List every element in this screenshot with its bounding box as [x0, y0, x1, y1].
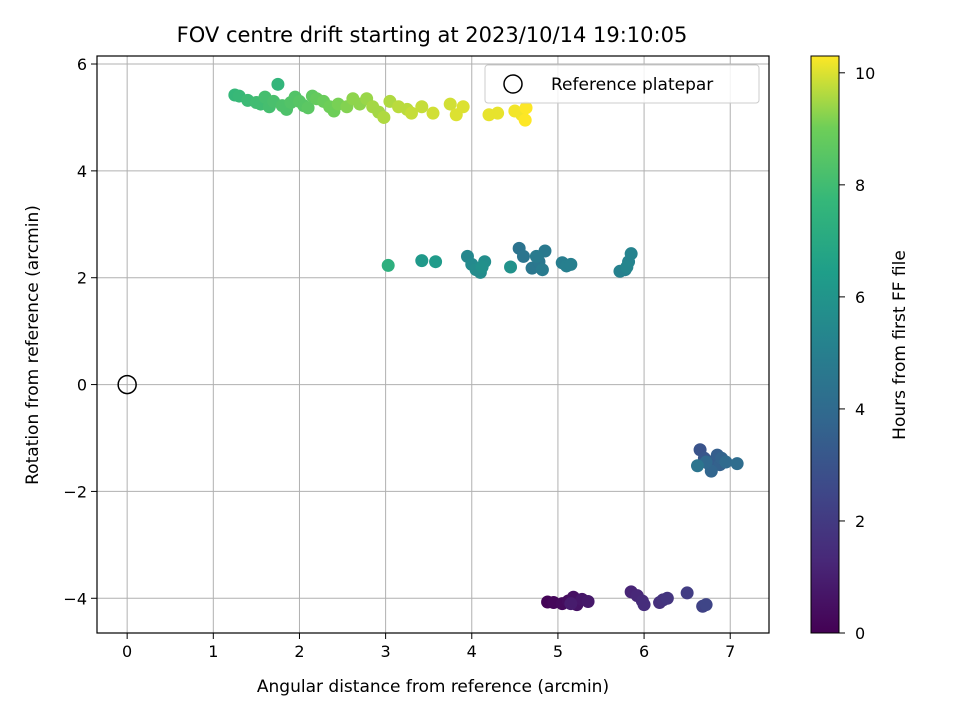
data-point	[699, 598, 713, 612]
reference-point-marker	[117, 374, 137, 395]
x-tick-label: 4	[467, 642, 477, 661]
data-point	[730, 457, 744, 471]
data-point	[443, 97, 457, 111]
x-tick-label: 1	[208, 642, 218, 661]
colorbar-gradient	[811, 56, 839, 633]
legend-entry-label: Reference platepar	[551, 75, 713, 95]
data-point	[381, 258, 395, 272]
grid-lines	[97, 56, 769, 633]
data-point	[456, 100, 470, 114]
data-point	[519, 101, 533, 115]
data-point	[271, 77, 285, 91]
x-axis-label: Angular distance from reference (arcmin)	[257, 677, 609, 697]
legend-marker-open-circle	[503, 74, 523, 94]
data-point	[301, 101, 315, 115]
y-axis-ticks: −4 −2 0 2 4 6	[63, 55, 97, 608]
data-point	[504, 260, 518, 274]
data-point	[690, 459, 704, 473]
colorbar-tick-label: 8	[855, 176, 865, 195]
data-point	[415, 254, 429, 268]
colorbar-tick-label: 0	[855, 624, 865, 643]
chart-title: FOV centre drift starting at 2023/10/14 …	[177, 23, 688, 47]
data-point	[377, 110, 391, 124]
colorbar-frame	[810, 55, 840, 634]
y-tick-label: 0	[77, 376, 87, 395]
data-point	[624, 247, 638, 261]
y-tick-label: −2	[63, 482, 87, 501]
x-tick-label: 6	[639, 642, 649, 661]
y-axis-label: Rotation from reference (arcmin)	[23, 205, 43, 485]
data-point	[564, 597, 578, 611]
data-point	[518, 113, 532, 127]
data-point	[564, 257, 578, 271]
x-tick-label: 7	[725, 642, 735, 661]
data-point	[620, 260, 634, 274]
plot-frame	[96, 55, 770, 634]
data-point	[535, 263, 549, 277]
colorbar: 0 2 4 6 8 10 Hours from first FF file	[810, 55, 910, 643]
colorbar-tick-label: 2	[855, 512, 865, 531]
x-tick-label: 0	[122, 642, 132, 661]
data-point	[475, 260, 489, 274]
data-point	[719, 455, 733, 469]
data-points	[228, 77, 744, 613]
data-point	[637, 598, 651, 612]
data-point	[529, 249, 543, 263]
colorbar-tick-label: 6	[855, 288, 865, 307]
x-tick-label: 2	[294, 642, 304, 661]
legend: Reference platepar	[484, 64, 760, 104]
x-axis-ticks: 0 1 2 3 4 5 6 7	[122, 633, 735, 661]
legend-box	[484, 64, 760, 104]
colorbar-ticks: 0 2 4 6 8 10	[839, 64, 875, 643]
data-point	[680, 586, 694, 600]
x-tick-label: 5	[553, 642, 563, 661]
colorbar-label: Hours from first FF file	[890, 250, 910, 440]
data-point	[491, 106, 505, 120]
data-point	[426, 106, 440, 120]
colorbar-tick-label: 10	[855, 64, 875, 83]
y-tick-label: 6	[77, 55, 87, 74]
data-point	[404, 106, 418, 120]
data-point	[660, 591, 674, 605]
data-point	[415, 100, 429, 114]
data-point	[516, 249, 530, 263]
data-point	[581, 594, 595, 608]
y-tick-label: −4	[63, 589, 87, 608]
data-point	[429, 255, 443, 269]
x-tick-label: 3	[381, 642, 391, 661]
y-tick-label: 2	[77, 269, 87, 288]
y-tick-label: 4	[77, 162, 87, 181]
colorbar-tick-label: 4	[855, 400, 865, 419]
